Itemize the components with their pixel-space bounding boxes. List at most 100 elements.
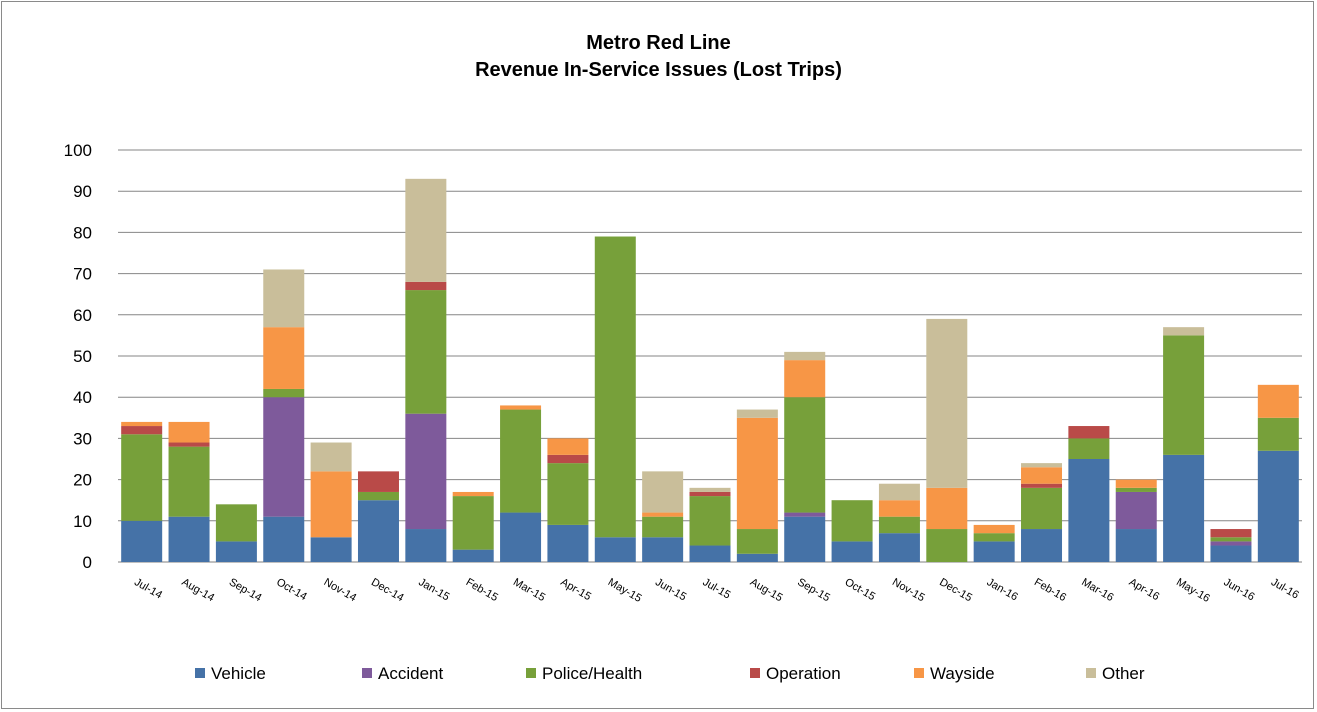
bar-segment-vehicle (1068, 459, 1110, 562)
bar-segment-vehicle (1021, 529, 1063, 562)
legend-label-wayside: Wayside (930, 664, 995, 683)
bar-segment-other (310, 442, 352, 472)
x-tick-label: Feb-16 (1032, 576, 1068, 604)
bar-segment-operation (168, 442, 210, 447)
y-tick-label: 100 (64, 141, 92, 160)
legend-swatch-vehicle (195, 668, 205, 678)
y-tick-label: 40 (73, 388, 92, 407)
legend-swatch-operation (750, 668, 760, 678)
bar-segment-accident (263, 397, 305, 517)
bar-segment-vehicle (310, 537, 352, 562)
y-tick-label: 0 (83, 553, 92, 572)
x-tick-label: Jun-15 (653, 576, 688, 603)
bar-segment-wayside (784, 360, 826, 398)
bar-segment-wayside (926, 487, 968, 530)
bar-segment-police-health (405, 290, 447, 414)
y-tick-label: 10 (73, 512, 92, 531)
legend-swatch-wayside (914, 668, 924, 678)
x-tick-label: Jan-16 (985, 576, 1020, 603)
bar-segment-vehicle (878, 533, 920, 562)
bar-segment-wayside (973, 524, 1015, 534)
chart-title-line-2: Revenue In-Service Issues (Lost Trips) (475, 59, 842, 81)
legend-swatch-other (1086, 668, 1096, 678)
bar-segment-vehicle (168, 516, 210, 562)
bar-segment-other (405, 178, 447, 282)
bar-segment-police-health (878, 516, 920, 534)
y-tick-label: 80 (73, 223, 92, 242)
bar-segment-vehicle (263, 516, 305, 562)
x-tick-label: May-15 (606, 576, 644, 605)
bar-segment-vehicle (642, 537, 684, 562)
bar-segment-vehicle (215, 541, 257, 562)
x-tick-label: Dec-14 (369, 576, 406, 604)
bar-segment-operation (121, 426, 163, 435)
bar-segment-police-health (263, 388, 305, 398)
x-tick-label: Sep-15 (795, 576, 832, 604)
x-tick-label: Apr-16 (1127, 576, 1162, 603)
x-tick-label: Sep-14 (227, 576, 264, 604)
bar-segment-police-health (500, 409, 542, 513)
bar-segment-other (926, 318, 968, 488)
bar-segment-other (878, 483, 920, 501)
bar-segment-operation (547, 454, 589, 464)
bar-segment-police-health (452, 496, 494, 550)
y-tick-label: 20 (73, 471, 92, 490)
bar-segment-vehicle (1257, 450, 1299, 562)
bar-segment-vehicle (121, 520, 163, 562)
bar-segment-vehicle (547, 524, 589, 562)
bar-segment-vehicle (784, 516, 826, 562)
bar-segment-police-health (1210, 537, 1252, 542)
bar-segment-vehicle (452, 549, 494, 562)
bar-segment-wayside (736, 417, 778, 530)
bar-segment-police-health (642, 516, 684, 538)
bar-segment-police-health (1068, 438, 1110, 459)
legend-label-operation: Operation (766, 664, 841, 683)
y-tick-label: 90 (73, 182, 92, 201)
bar-segment-police-health (784, 397, 826, 513)
bar-segment-operation (405, 281, 447, 291)
bar-segment-police-health (689, 496, 731, 546)
bar-segment-police-health (547, 463, 589, 525)
x-tick-label: May-16 (1174, 576, 1212, 605)
x-tick-label: Oct-15 (843, 576, 878, 603)
bar-segment-police-health (357, 491, 399, 501)
chart-title: Metro Red Line Revenue In-Service Issues… (2, 30, 1315, 84)
bar-segment-wayside (452, 491, 494, 497)
bar-segment-vehicle (500, 512, 542, 562)
bar-segment-vehicle (1115, 529, 1157, 562)
x-tick-label: Aug-15 (748, 576, 785, 604)
bar-segment-other (1021, 463, 1063, 468)
legend-label-accident: Accident (378, 664, 443, 683)
bar-segment-operation (1021, 483, 1063, 488)
x-tick-label: Mar-16 (1079, 576, 1115, 604)
bar-segment-vehicle (736, 553, 778, 562)
x-tick-label: Jul-15 (701, 576, 733, 601)
bar-segment-other (689, 487, 731, 492)
bar-segment-wayside (1257, 384, 1299, 418)
x-tick-label: Feb-15 (464, 576, 500, 604)
bar-segment-wayside (263, 327, 305, 389)
bar-segment-wayside (310, 471, 352, 538)
x-tick-label: Jan-15 (416, 576, 451, 603)
bar-segment-police-health (121, 434, 163, 521)
bar-segment-vehicle (831, 541, 873, 562)
bar-segment-wayside (121, 421, 163, 427)
bar-segment-accident (784, 512, 826, 517)
bar-segment-vehicle (973, 541, 1015, 562)
bar-segment-police-health (973, 533, 1015, 542)
bar-segment-wayside (1021, 467, 1063, 484)
bar-segment-operation (1210, 529, 1252, 538)
y-tick-label: 60 (73, 306, 92, 325)
bar-segment-operation (357, 471, 399, 492)
bar-segment-other (736, 409, 778, 418)
bar-segment-police-health (1115, 487, 1157, 492)
bar-segment-other (784, 351, 826, 361)
bar-segment-police-health (1021, 487, 1063, 530)
bar-segment-police-health (831, 500, 873, 542)
bar-segment-vehicle (1163, 454, 1205, 562)
bar-segment-police-health (1163, 335, 1205, 455)
bar-segment-police-health (926, 529, 968, 562)
bar-segment-vehicle (689, 545, 731, 562)
y-tick-label: 50 (73, 347, 92, 366)
bar-segment-police-health (736, 529, 778, 554)
